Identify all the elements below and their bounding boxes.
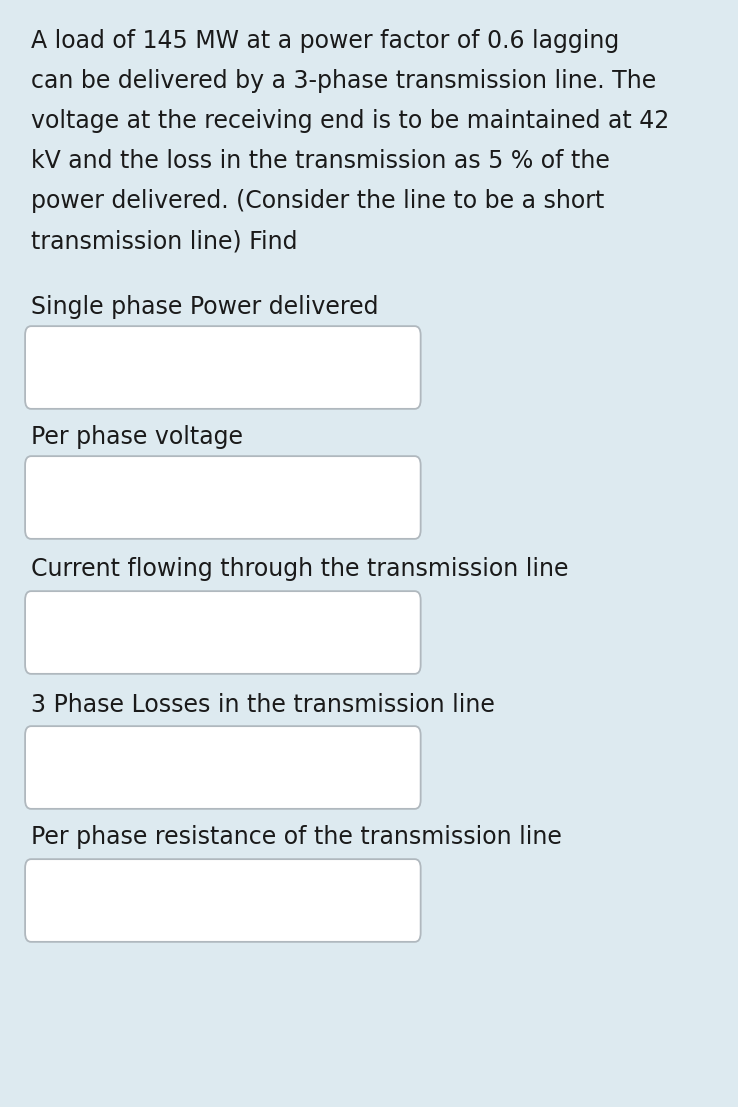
FancyBboxPatch shape <box>25 456 421 539</box>
Text: A load of 145 MW at a power factor of 0.6 lagging
can be delivered by a 3-phase : A load of 145 MW at a power factor of 0.… <box>31 29 669 254</box>
FancyBboxPatch shape <box>25 327 421 408</box>
Text: 3 Phase Losses in the transmission line: 3 Phase Losses in the transmission line <box>31 693 495 717</box>
Text: Per phase voltage: Per phase voltage <box>31 425 243 449</box>
FancyBboxPatch shape <box>25 859 421 942</box>
FancyBboxPatch shape <box>25 726 421 809</box>
Text: Single phase Power delivered: Single phase Power delivered <box>31 294 379 319</box>
FancyBboxPatch shape <box>25 591 421 674</box>
Text: Per phase resistance of the transmission line: Per phase resistance of the transmission… <box>31 825 562 849</box>
Text: Current flowing through the transmission line: Current flowing through the transmission… <box>31 557 568 581</box>
